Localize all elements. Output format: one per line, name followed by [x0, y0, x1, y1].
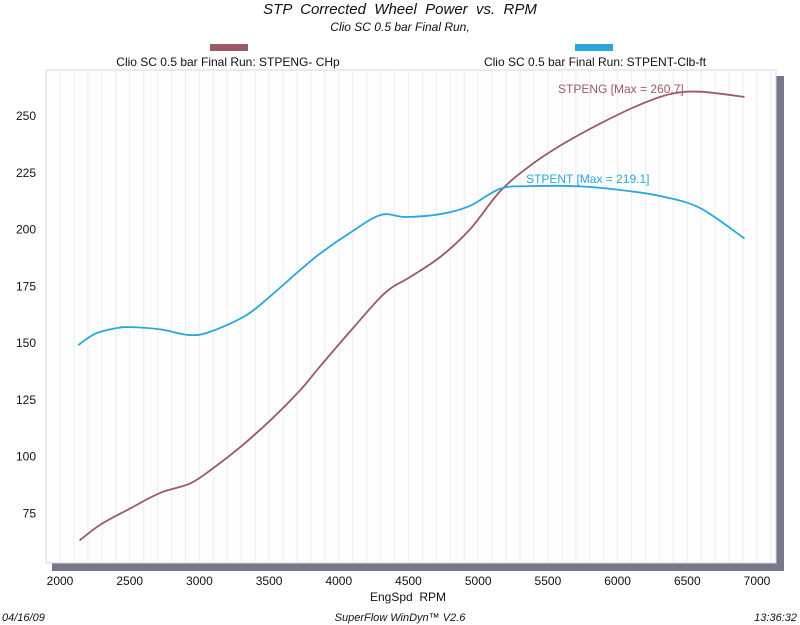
torque-max-annotation: STPENT [Max = 219.1]: [526, 172, 650, 186]
power-line: [78, 90, 745, 542]
series-lines: [77, 90, 745, 542]
legend-label-torque: Clio SC 0.5 bar Final Run: STPENT-Clb-ft: [484, 55, 707, 69]
y-tick-label: 75: [23, 506, 37, 520]
chart-subtitle: Clio SC 0.5 bar Final Run,: [330, 20, 469, 34]
y-tick-label: 150: [16, 336, 36, 350]
x-tick-label: 4500: [395, 574, 422, 588]
chart-title: STP Corrected Wheel Power vs. RPM: [263, 1, 537, 18]
torque-line: [77, 184, 745, 347]
plot-area: [45, 69, 777, 564]
footer-software: SuperFlow WinDyn™ V2.6: [335, 612, 467, 624]
x-tick-label: 7000: [744, 574, 771, 588]
y-tick-label: 125: [16, 393, 36, 407]
legend-swatch-torque: [575, 44, 613, 51]
x-tick-label: 2000: [47, 574, 74, 588]
power-max-annotation: STPENG [Max = 260.7]: [558, 82, 684, 96]
y-tick-label: 100: [16, 450, 36, 464]
x-tick-label: 5000: [465, 574, 492, 588]
y-tick-label: 200: [16, 223, 36, 237]
x-tick-label: 3500: [256, 574, 283, 588]
x-tick-label: 4000: [325, 574, 352, 588]
grid: [59, 71, 772, 562]
y-tick-label: 250: [16, 109, 36, 123]
x-tick-label: 6000: [604, 574, 631, 588]
legend-label-power: Clio SC 0.5 bar Final Run: STPENG- CHp: [116, 55, 340, 69]
y-axis: 75 100 125 150 175 200 225 250: [16, 109, 36, 520]
x-tick-label: 3000: [186, 574, 213, 588]
y-tick-label: 175: [16, 279, 36, 293]
x-tick-label: 5500: [535, 574, 562, 588]
x-axis-label: EngSpd RPM: [370, 590, 446, 604]
x-tick-label: 6500: [674, 574, 701, 588]
footer-time: 13:36:32: [754, 612, 797, 624]
x-axis: 2000 2500 3000 3500 4000 4500 5000 5500 6000 6500…: [47, 574, 771, 588]
legend-swatch-power: [210, 44, 248, 51]
x-tick-label: 2500: [116, 574, 143, 588]
footer-date: 04/16/09: [2, 612, 45, 624]
y-tick-label: 225: [16, 166, 36, 180]
